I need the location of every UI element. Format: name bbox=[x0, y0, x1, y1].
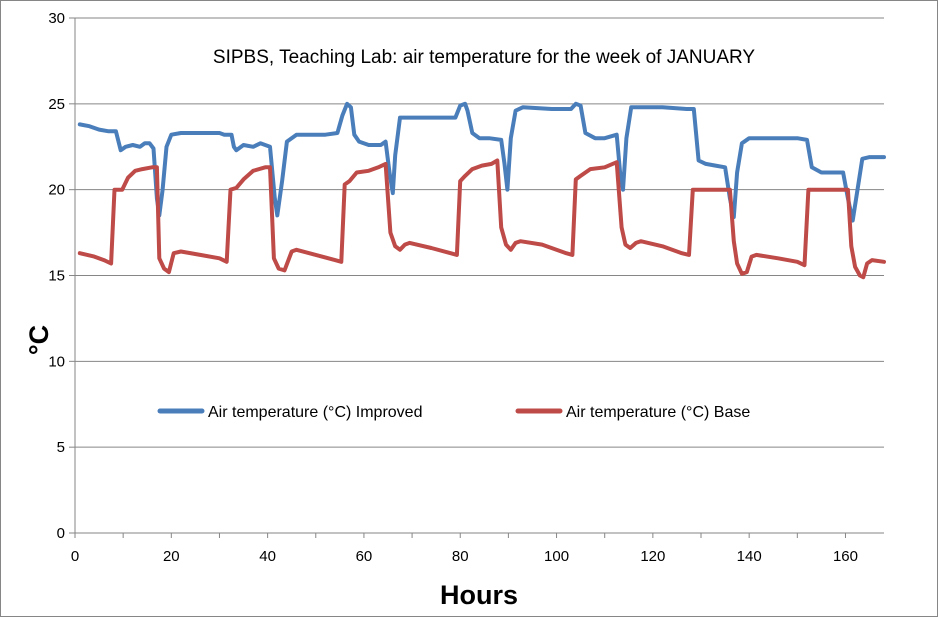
axes bbox=[69, 17, 884, 538]
x-axis-title: Hours bbox=[440, 580, 518, 610]
x-tick-label: 160 bbox=[833, 548, 858, 565]
legend: Air temperature (°C) Improved Air temper… bbox=[157, 404, 750, 421]
series-lines bbox=[77, 101, 886, 280]
x-tick-label: 120 bbox=[640, 548, 665, 565]
x-tick-label: 60 bbox=[356, 548, 373, 565]
y-tick-label: 25 bbox=[48, 96, 65, 113]
y-tick-label: 5 bbox=[57, 439, 65, 456]
x-tick-label: 40 bbox=[259, 548, 276, 565]
tick-labels: 0 5 10 15 20 25 30 0 20 40 60 80 100 120 140 160 bbox=[48, 10, 858, 565]
y-tick-label: 0 bbox=[57, 525, 65, 542]
legend-label-improved: Air temperature (°C) Improved bbox=[208, 404, 422, 421]
y-tick-label: 10 bbox=[48, 353, 65, 370]
y-tick-label: 15 bbox=[48, 268, 65, 285]
x-tick-label: 140 bbox=[737, 548, 762, 565]
x-tick-label: 80 bbox=[452, 548, 469, 565]
y-axis-title: °C bbox=[24, 325, 54, 355]
chart-title: SIPBS, Teaching Lab: air temperature for… bbox=[213, 47, 755, 68]
legend-label-base: Air temperature (°C) Base bbox=[566, 404, 750, 421]
x-tick-label: 100 bbox=[544, 548, 569, 565]
gridlines bbox=[75, 17, 884, 448]
y-tick-label: 30 bbox=[48, 10, 65, 27]
x-tick-label: 20 bbox=[163, 548, 180, 565]
y-tick-label: 20 bbox=[48, 182, 65, 199]
x-tick-label: 0 bbox=[71, 548, 79, 565]
series-line-improved bbox=[77, 101, 886, 223]
series-line-base bbox=[77, 158, 886, 280]
